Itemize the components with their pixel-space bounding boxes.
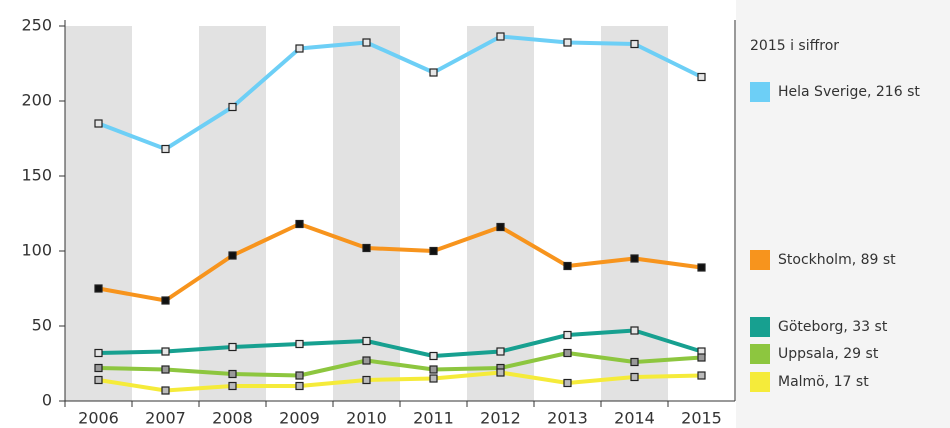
marker [295,381,304,391]
x-tick-label: 2013 [547,409,588,428]
marker [429,246,438,256]
series-line [98,351,702,378]
x-tick-label: 2008 [212,409,253,428]
marker [563,261,572,271]
series-line [97,34,703,151]
x-tick-label: 2010 [346,409,387,428]
y-tick-label: 0 [42,391,52,410]
legend-swatch [750,250,770,270]
marker [295,371,304,380]
shaded-band [467,26,534,401]
series-line [98,222,702,303]
legend-label: Malmö, 17 st [778,374,869,390]
marker [563,348,572,358]
marker [429,365,438,374]
legend-label: Uppsala, 29 st [778,346,879,362]
marker [161,296,170,305]
legend-label: Hela Sverige, 216 st [778,84,920,100]
legend-label: Göteborg, 33 st [778,319,888,335]
y-tick-label: 200 [21,91,52,110]
marker [94,119,103,128]
marker [94,375,103,385]
marker [161,347,170,356]
marker [563,378,572,388]
x-tick-label: 2014 [614,409,655,428]
marker [429,351,438,361]
marker [295,339,304,349]
marker [362,243,371,253]
marker [228,342,237,352]
marker [295,219,304,229]
marker [429,68,438,77]
marker [630,357,639,367]
marker [563,38,572,47]
legend-panel [736,0,950,428]
x-tick-label: 2007 [145,409,186,428]
legend-label: Stockholm, 89 st [778,252,896,268]
marker [161,144,170,154]
x-tick-label: 2011 [413,409,454,428]
series-line [98,328,703,358]
marker [362,38,371,47]
marker [228,369,237,379]
x-tick-label: 2012 [480,409,521,428]
marker [295,44,304,53]
marker [697,353,706,362]
marker [496,368,505,377]
shaded-band [65,26,132,401]
marker [496,222,505,232]
marker [94,348,103,358]
marker [228,251,237,260]
marker [630,326,639,335]
marker [362,375,371,385]
legend-title: 2015 i siffror [750,38,839,54]
marker [362,336,371,346]
legend-swatch [750,82,770,102]
marker [563,330,572,340]
marker [630,254,639,263]
series-line [98,370,702,393]
y-tick-label: 250 [21,16,52,35]
x-tick-label: 2006 [78,409,119,428]
marker [697,72,706,82]
marker [697,371,706,380]
x-tick-label: 2015 [681,409,722,428]
marker [697,263,706,272]
y-tick-label: 50 [32,316,52,335]
y-tick-label: 150 [21,166,52,185]
marker [94,363,103,373]
marker [161,365,170,374]
marker [94,284,103,293]
marker [496,347,505,356]
legend-swatch [750,344,770,364]
legend-swatch [750,317,770,337]
marker [362,356,371,365]
x-tick-label: 2009 [279,409,320,428]
marker [630,372,639,382]
marker [161,386,170,395]
y-tick-label: 100 [21,241,52,260]
legend-swatch [750,372,770,392]
marker [429,374,438,383]
marker [228,102,237,112]
shaded-band [601,26,668,401]
marker [228,381,237,391]
marker [630,39,639,49]
marker [496,32,505,41]
